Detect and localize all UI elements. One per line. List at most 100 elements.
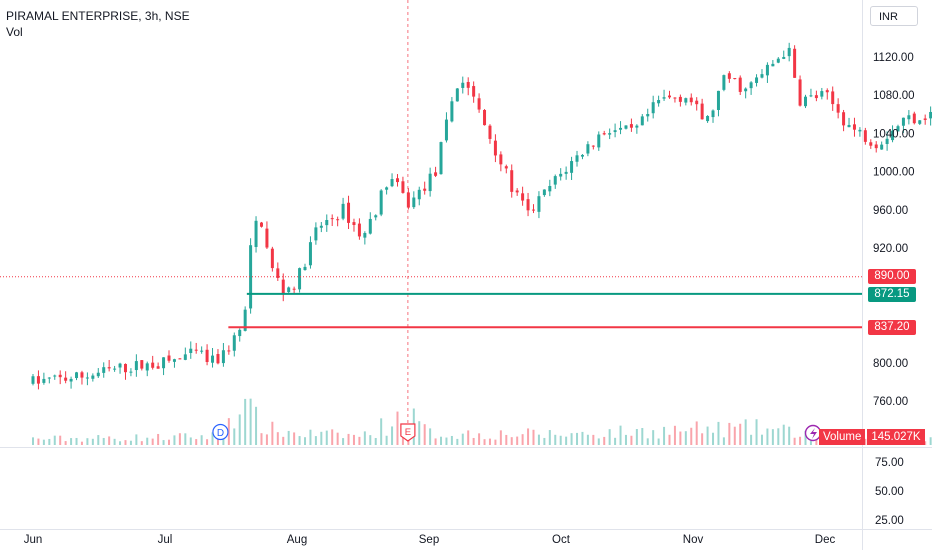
resistance-level-tag: 837.20 bbox=[868, 320, 916, 335]
candle-body bbox=[608, 133, 612, 135]
volume-bar bbox=[325, 430, 328, 445]
volume-bar bbox=[151, 438, 154, 445]
volume-bars bbox=[32, 398, 932, 445]
volume-bar bbox=[173, 435, 176, 445]
candle-body bbox=[727, 73, 731, 79]
volume-tick-label: 25.00 bbox=[875, 515, 904, 527]
candle-body bbox=[912, 113, 916, 124]
volume-bar bbox=[233, 428, 236, 445]
event-markers: DEE bbox=[212, 423, 822, 442]
price-tick-label: 1000.00 bbox=[873, 167, 915, 179]
candle-body bbox=[782, 56, 786, 59]
volume-bar bbox=[206, 439, 209, 445]
earnings-marker-label: E bbox=[405, 427, 411, 438]
volume-bar bbox=[592, 434, 595, 445]
volume-bar bbox=[374, 438, 377, 445]
candle-body bbox=[216, 353, 220, 364]
volume-bar bbox=[614, 437, 617, 445]
volume-bar bbox=[59, 435, 62, 445]
candle-body bbox=[744, 88, 748, 92]
volume-bar bbox=[701, 433, 704, 445]
volume-bar bbox=[75, 437, 78, 445]
volume-bar bbox=[548, 430, 551, 445]
volume-bar bbox=[42, 439, 45, 445]
candlesticks bbox=[31, 42, 932, 390]
candle-body bbox=[755, 77, 759, 83]
candle-body bbox=[287, 287, 291, 293]
candle-body bbox=[521, 193, 525, 201]
currency-selector[interactable]: INR bbox=[870, 6, 918, 26]
candle-body bbox=[53, 375, 57, 377]
earnings-marker[interactable] bbox=[400, 423, 416, 442]
volume-bar bbox=[91, 438, 94, 445]
candle-body bbox=[145, 363, 149, 371]
volume-bar bbox=[119, 441, 122, 445]
candle-body bbox=[776, 58, 780, 63]
candle-body bbox=[684, 98, 688, 103]
candle-body bbox=[477, 98, 481, 110]
candle-body bbox=[412, 197, 416, 208]
candle-body bbox=[118, 363, 122, 368]
volume-bar bbox=[684, 431, 687, 445]
price-tick-label: 760.00 bbox=[873, 396, 908, 408]
volume-bar bbox=[565, 436, 568, 445]
volume-bar bbox=[695, 421, 698, 445]
candle-body bbox=[629, 124, 633, 128]
volume-bar bbox=[418, 421, 421, 445]
volume-bar bbox=[189, 437, 192, 445]
candle-body bbox=[466, 81, 470, 88]
volume-bar bbox=[363, 431, 366, 445]
volume-bar bbox=[124, 440, 127, 445]
candle-body bbox=[58, 374, 62, 378]
price-tick-label: 800.00 bbox=[873, 358, 908, 370]
volume-bar bbox=[461, 433, 464, 445]
volume-bar bbox=[717, 421, 720, 445]
volume-tag-value: 145.027K bbox=[867, 429, 925, 445]
volume-bar bbox=[456, 438, 459, 445]
candle-body bbox=[374, 215, 378, 218]
volume-bar bbox=[276, 432, 279, 445]
candle-body bbox=[363, 233, 367, 238]
candle-body bbox=[298, 268, 302, 290]
volume-bar bbox=[135, 434, 138, 445]
candle-body bbox=[722, 75, 726, 90]
volume-bar bbox=[108, 436, 111, 445]
volume-bar bbox=[760, 434, 763, 445]
volume-bar bbox=[690, 427, 693, 445]
candle-body bbox=[172, 359, 176, 362]
volume-bar bbox=[668, 434, 671, 445]
support-level-tag: 872.15 bbox=[868, 287, 916, 302]
volume-bar bbox=[249, 398, 252, 445]
volume-bar bbox=[728, 422, 731, 445]
candle-body bbox=[825, 90, 829, 93]
candle-body bbox=[852, 124, 856, 130]
volume-bar bbox=[211, 432, 214, 445]
time-tick-label: Aug bbox=[287, 534, 307, 546]
candle-body bbox=[553, 176, 557, 185]
candle-body bbox=[162, 357, 166, 369]
candle-body bbox=[292, 288, 296, 290]
candle-body bbox=[401, 181, 405, 193]
candle-body bbox=[227, 350, 231, 352]
volume-bar bbox=[527, 428, 530, 445]
volume-bar bbox=[342, 438, 345, 445]
volume-indicator-label[interactable]: Vol bbox=[6, 25, 23, 39]
candle-body bbox=[662, 97, 666, 99]
candle-body bbox=[395, 178, 399, 183]
candle-body bbox=[96, 372, 100, 377]
time-axis[interactable]: Jun Jul Aug Sep Oct Nov Dec bbox=[0, 529, 932, 547]
candle-body bbox=[270, 248, 274, 269]
dividend-marker[interactable] bbox=[212, 423, 229, 441]
candle-body bbox=[428, 173, 432, 192]
volume-bar bbox=[314, 436, 317, 445]
candle-body bbox=[673, 97, 677, 99]
candle-body bbox=[613, 130, 617, 133]
candle-body bbox=[42, 378, 46, 383]
candle-body bbox=[472, 86, 476, 97]
candle-body bbox=[444, 119, 448, 141]
candle-body bbox=[542, 189, 546, 196]
candle-body bbox=[439, 142, 443, 175]
volume-bar bbox=[750, 434, 753, 445]
